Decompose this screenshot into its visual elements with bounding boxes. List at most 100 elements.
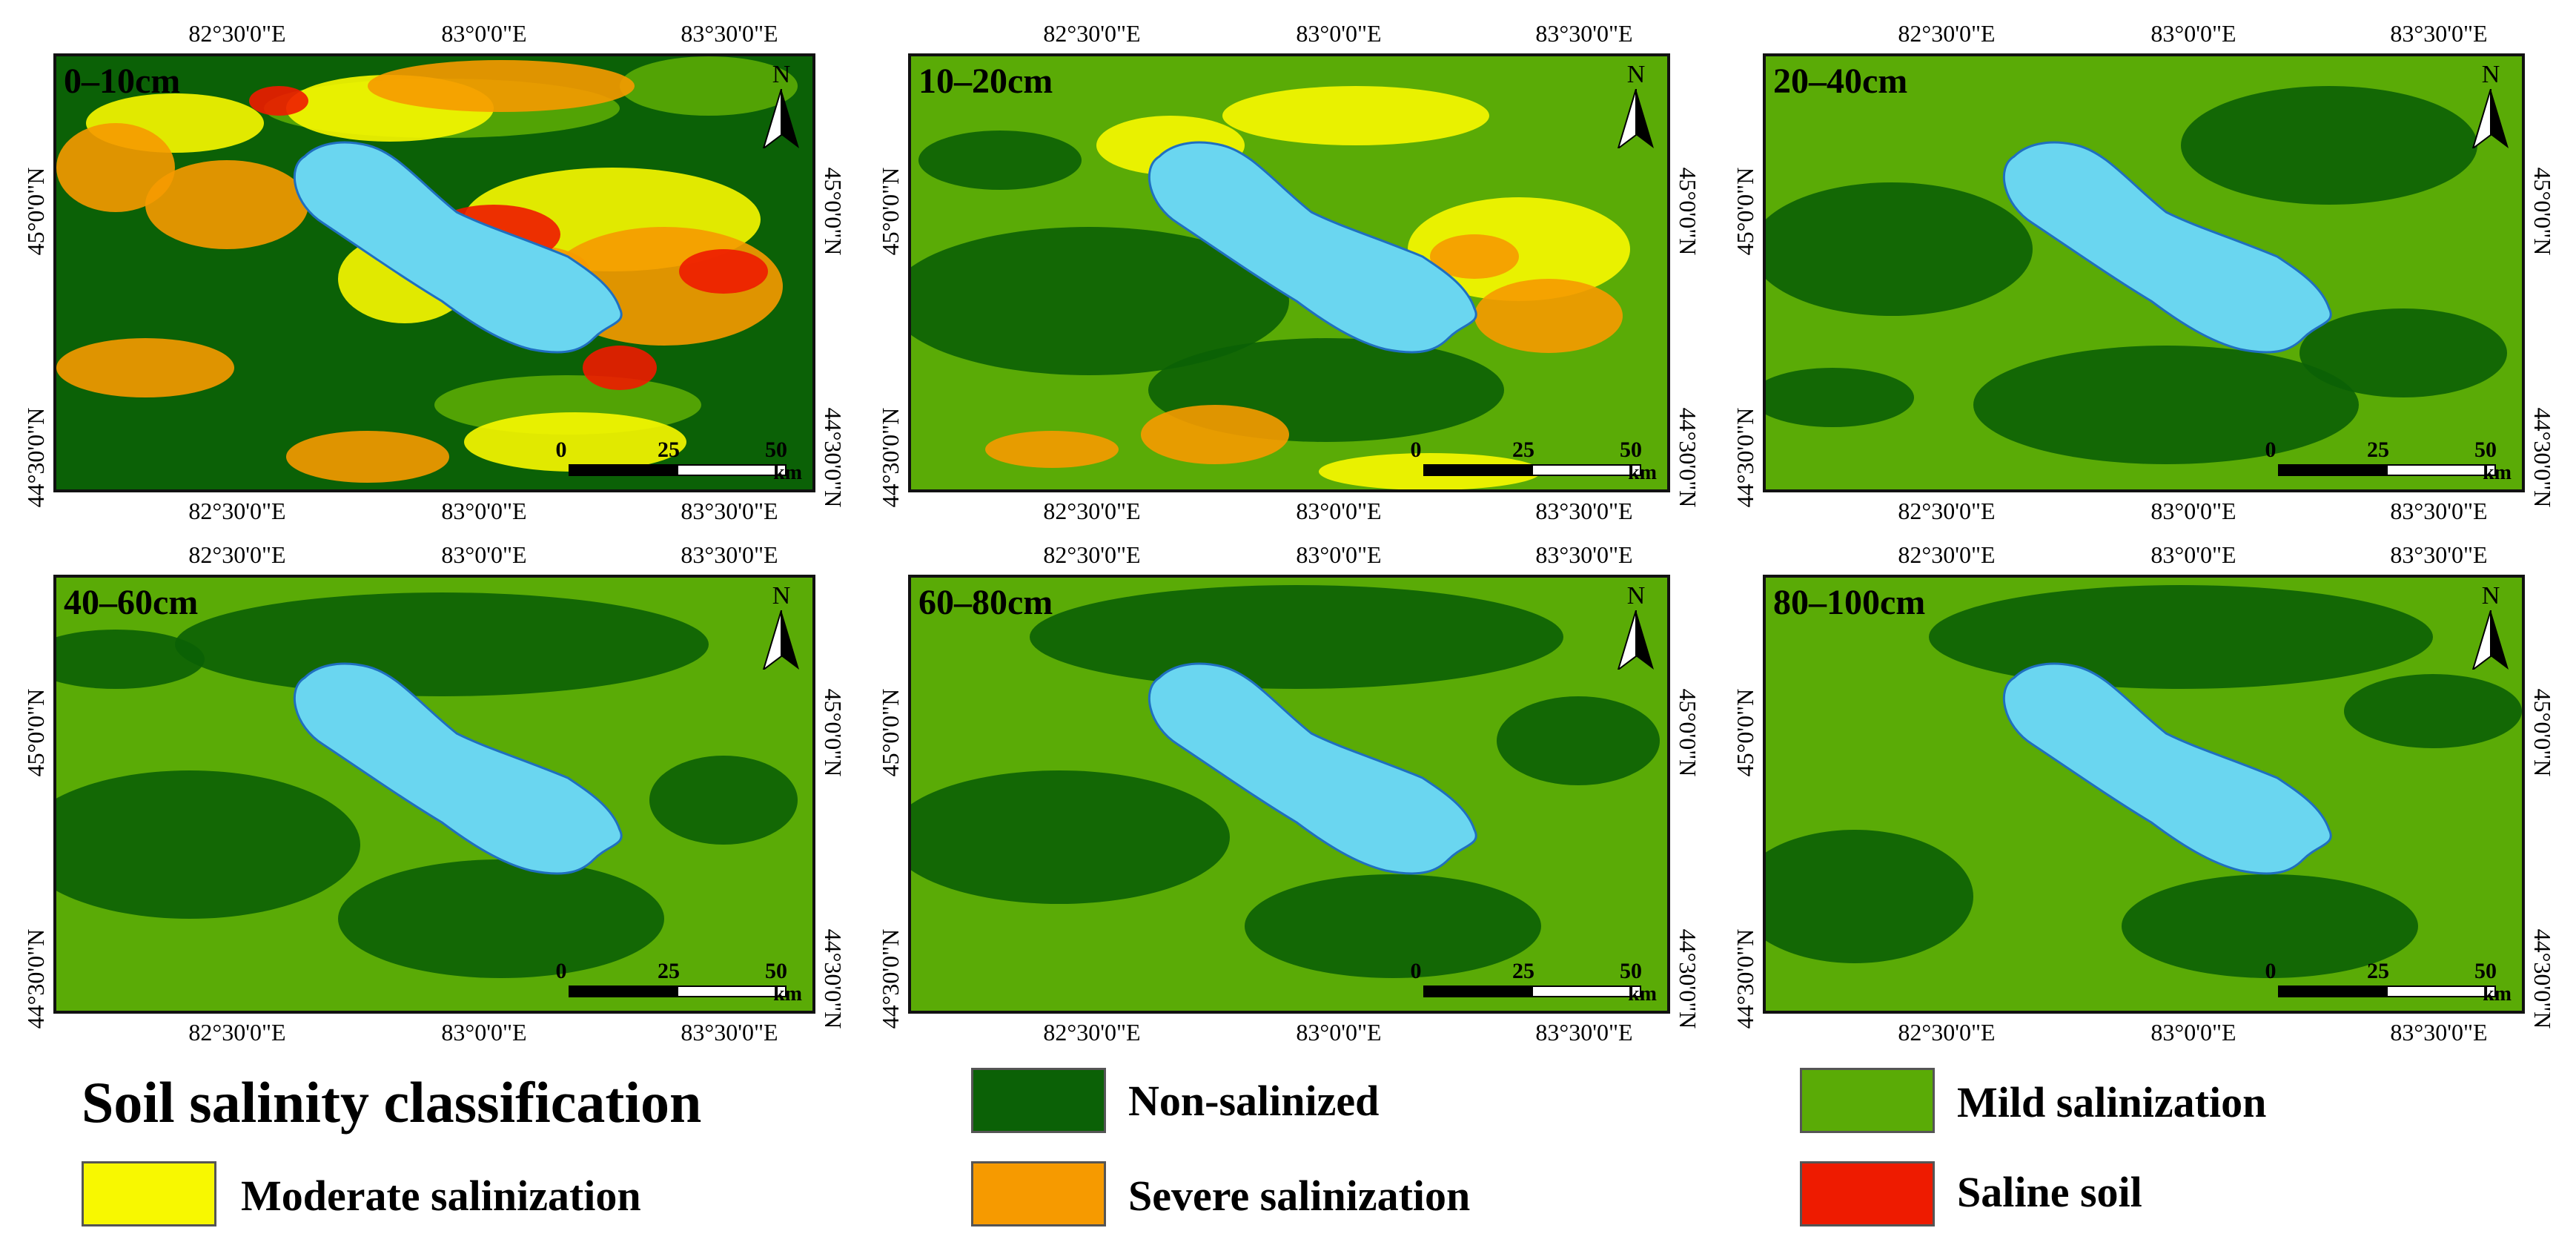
scale-segment-empty: [2386, 985, 2496, 997]
scale-unit: km: [2483, 461, 2512, 484]
longitude-label: 82°30'0"E: [188, 498, 286, 524]
salinity-patch-non-salinized: [1973, 346, 2359, 464]
longitude-label: 83°30'0"E: [681, 498, 778, 524]
lake: [1148, 141, 1477, 354]
latitude-label: 45°0'0"N: [1675, 688, 1701, 777]
salinity-patch-severe: [56, 123, 175, 212]
longitude-label: 83°30'0"E: [1535, 1019, 1633, 1046]
scale-bar: 0 25 50 km: [1411, 959, 1658, 1006]
scale-segment-filled: [2278, 464, 2388, 476]
scale-tick-label: 25: [2367, 959, 2389, 983]
longitude-label: 83°0'0"E: [1296, 498, 1382, 524]
depth-label: 80–100cm: [1773, 583, 1926, 622]
scale-tick-label: 50: [1620, 959, 1642, 983]
north-label: N: [2481, 582, 2500, 610]
salinity-patch-non-salinized: [1766, 182, 2033, 316]
longitude-label: 83°30'0"E: [681, 541, 778, 568]
north-arrow-icon: N: [759, 62, 804, 151]
scale-tick-label: 50: [2474, 438, 2497, 462]
latitude-label: 45°0'0"N: [22, 688, 49, 777]
latitude-label: 44°30'0"N: [2529, 407, 2556, 508]
salinity-patch-non-salinized: [1030, 585, 1563, 689]
scale-bar: 0 25 50 km: [2265, 438, 2512, 484]
north-arrow-icon: N: [2469, 62, 2513, 151]
north-label: N: [772, 61, 791, 88]
longitude-label: 83°0'0"E: [1296, 20, 1382, 47]
scale-tick-label: 0: [2265, 438, 2277, 462]
scale-unit: km: [1628, 461, 1657, 484]
longitude-label: 83°30'0"E: [2390, 541, 2488, 568]
scale-segment-empty: [1532, 464, 1641, 476]
north-label: N: [1626, 61, 1646, 88]
latitude-label: 45°0'0"N: [1732, 688, 1758, 777]
longitude-label: 83°0'0"E: [1296, 1019, 1382, 1046]
depth-label: 60–80cm: [918, 583, 1053, 622]
legend-label-moderate: Moderate salinization: [241, 1172, 641, 1220]
scale-segment-filled: [1423, 985, 1533, 997]
scale-tick-label: 25: [658, 959, 680, 983]
scale-unit: km: [1628, 983, 1657, 1006]
salinity-patch-non-salinized: [1766, 368, 1914, 427]
latitude-label: 44°30'0"N: [22, 928, 49, 1029]
longitude-label: 82°30'0"E: [1898, 20, 1996, 47]
salinity-patch-moderate: [464, 412, 686, 472]
longitude-label: 83°30'0"E: [681, 20, 778, 47]
salinity-patch-severe: [1141, 405, 1289, 464]
depth-label: 20–40cm: [1773, 62, 1908, 101]
scale-tick-label: 0: [1410, 959, 1422, 983]
latitude-label: 45°0'0"N: [820, 167, 847, 256]
longitude-label: 83°0'0"E: [2150, 541, 2236, 568]
longitude-label: 83°0'0"E: [2150, 20, 2236, 47]
scale-tick-label: 50: [765, 438, 787, 462]
salinity-patch-non-salinized: [649, 756, 798, 845]
longitude-label: 83°0'0"E: [2150, 1019, 2236, 1046]
scale-tick-label: 50: [1620, 438, 1642, 462]
legend-swatch-severe: [971, 1161, 1106, 1226]
scale-unit: km: [773, 461, 802, 484]
scale-unit: km: [773, 983, 802, 1006]
scale-tick-label: 0: [555, 438, 567, 462]
salinity-patch-non-salinized: [1929, 585, 2433, 689]
depth-label: 40–60cm: [64, 583, 199, 622]
scale-segment-empty: [677, 464, 787, 476]
longitude-label: 82°30'0"E: [1898, 498, 1996, 524]
scale-segment-empty: [2386, 464, 2496, 476]
latitude-label: 45°0'0"N: [877, 167, 904, 256]
scale-bar: 0 25 50 km: [1411, 438, 1658, 484]
scale-segment-filled: [1423, 464, 1533, 476]
salinity-patch-non-salinized: [2122, 874, 2418, 978]
salinity-raster: [1766, 578, 2522, 1011]
scale-tick-label: 25: [1512, 438, 1534, 462]
salinity-patch-non-salinized: [2181, 86, 2477, 205]
salinity-patch-severe: [286, 431, 449, 483]
latitude-label: 44°30'0"N: [820, 407, 847, 508]
map-panel: 10–20cm N 0 25 50 km: [908, 53, 1670, 492]
north-label: N: [1626, 582, 1646, 610]
longitude-label: 83°30'0"E: [2390, 20, 2488, 47]
latitude-label: 44°30'0"N: [1675, 928, 1701, 1029]
lake: [293, 662, 623, 875]
legend-label-non-salinized: Non-salinized: [1128, 1077, 1380, 1125]
latitude-label: 45°0'0"N: [22, 167, 49, 256]
depth-label: 0–10cm: [64, 62, 181, 101]
salinity-patch-non-salinized: [911, 770, 1230, 904]
salinity-patch-non-salinized: [2299, 308, 2507, 397]
longitude-label: 83°30'0"E: [2390, 1019, 2488, 1046]
latitude-label: 44°30'0"N: [820, 928, 847, 1029]
salinity-patch-severe: [368, 60, 635, 112]
salinity-patch-saline: [679, 249, 768, 294]
lake: [2002, 141, 2332, 354]
latitude-label: 45°0'0"N: [2529, 688, 2556, 777]
longitude-label: 82°30'0"E: [1043, 20, 1141, 47]
scale-bar: 0 25 50 km: [2265, 959, 2512, 1006]
north-arrow-icon: N: [759, 584, 804, 673]
scale-segment-filled: [569, 464, 678, 476]
scale-unit: km: [2483, 983, 2512, 1006]
latitude-label: 44°30'0"N: [877, 928, 904, 1029]
longitude-label: 83°30'0"E: [2390, 498, 2488, 524]
north-arrow-icon: N: [2469, 584, 2513, 673]
legend-swatch-non-salinized: [971, 1068, 1106, 1133]
longitude-label: 83°0'0"E: [2150, 498, 2236, 524]
salinity-patch-severe: [145, 160, 308, 249]
longitude-label: 83°0'0"E: [441, 20, 527, 47]
